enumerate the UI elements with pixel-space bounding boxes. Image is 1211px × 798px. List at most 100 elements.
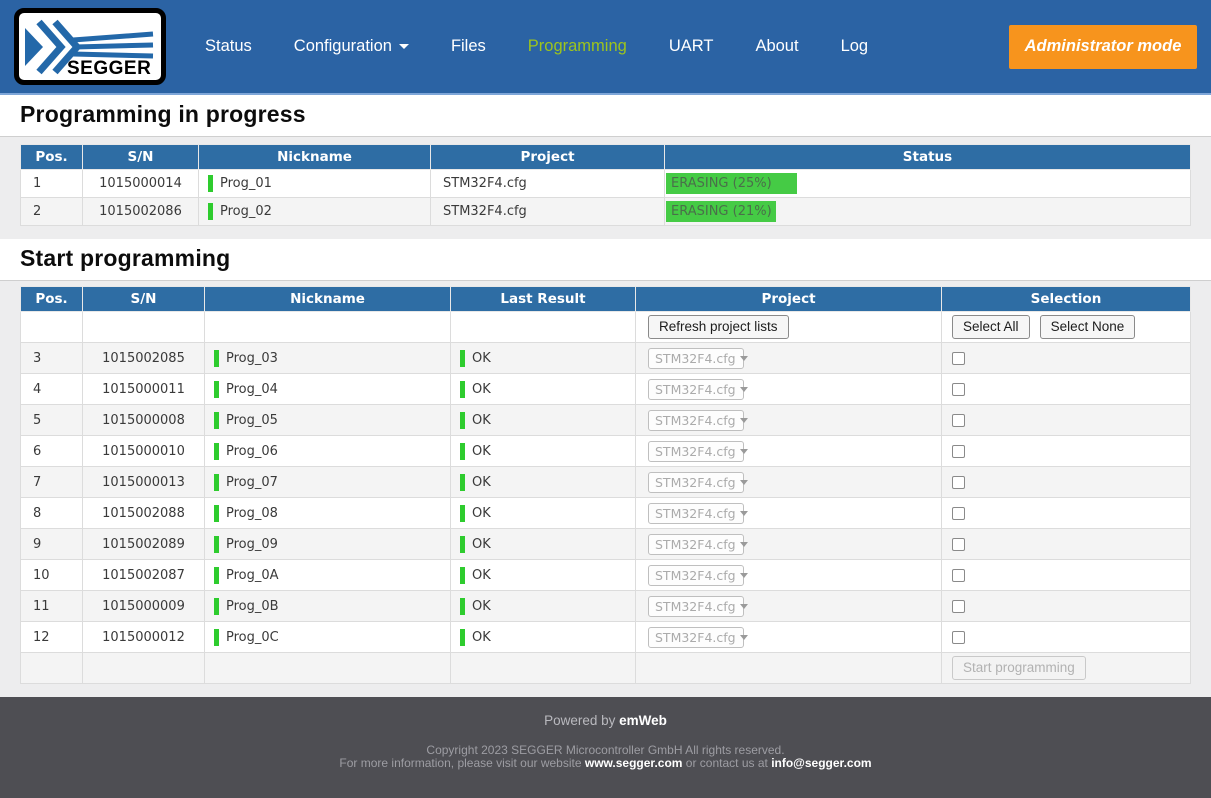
nav-item[interactable]: Log bbox=[820, 0, 890, 93]
project-select-value: STM32F4.cfg bbox=[655, 381, 736, 397]
row-checkbox[interactable] bbox=[952, 537, 965, 551]
project-cell: STM32F4.cfg bbox=[635, 559, 942, 591]
last-result-cell: OK bbox=[450, 559, 636, 591]
project-select[interactable]: STM32F4.cfg bbox=[648, 347, 748, 369]
row-checkbox[interactable] bbox=[952, 599, 965, 613]
row-checkbox[interactable] bbox=[952, 475, 965, 489]
project-select[interactable]: STM32F4.cfg bbox=[648, 595, 748, 617]
project-select[interactable]: STM32F4.cfg bbox=[648, 378, 748, 400]
nickname-cell: Prog_02 bbox=[198, 197, 431, 226]
nav-item-label: Programming bbox=[527, 37, 627, 55]
page-title-progress: Programming in progress bbox=[20, 101, 306, 127]
website-link[interactable]: www.segger.com bbox=[584, 755, 683, 770]
selection-cell bbox=[941, 342, 1191, 374]
project-select[interactable]: STM32F4.cfg bbox=[648, 564, 748, 586]
top-nav: SEGGER Status Configuration Files Progra… bbox=[0, 0, 1211, 95]
project-select-value: STM32F4.cfg bbox=[655, 443, 736, 459]
project-select-value: STM32F4.cfg bbox=[655, 412, 736, 428]
start-table-header-row: Pos. S/N Nickname Last Result Project Selecti… bbox=[20, 286, 1191, 312]
email-link[interactable]: info@segger.com bbox=[771, 755, 872, 770]
powered-by-label: Powered by bbox=[544, 713, 616, 728]
selection-cell bbox=[941, 435, 1191, 467]
selection-cell bbox=[941, 528, 1191, 560]
row-checkbox[interactable] bbox=[952, 568, 965, 582]
project-select-value: STM32F4.cfg bbox=[655, 474, 736, 490]
last-result-cell bbox=[450, 311, 636, 343]
result-label: OK bbox=[472, 567, 491, 583]
select-arrow-icon bbox=[739, 572, 748, 578]
serial-cell: 1015000008 bbox=[82, 404, 205, 436]
nickname-cell: Prog_07 bbox=[204, 466, 451, 498]
result-marker-icon bbox=[460, 566, 465, 584]
project-select[interactable]: STM32F4.cfg bbox=[648, 626, 748, 648]
nav-item[interactable]: Files bbox=[430, 0, 507, 93]
result-marker-icon bbox=[460, 628, 465, 646]
serial-cell: 1015002089 bbox=[82, 528, 205, 560]
select-none-button[interactable]: Select None bbox=[1039, 315, 1136, 339]
serial-cell bbox=[82, 311, 205, 343]
row-checkbox[interactable] bbox=[952, 351, 965, 365]
start-table-row: 5 1015000008 Prog_05 OK STM32F4.cfg bbox=[20, 404, 1191, 436]
row-checkbox[interactable] bbox=[952, 630, 965, 644]
project-select[interactable]: STM32F4.cfg bbox=[648, 409, 748, 431]
status-cell: ERASING (21%) bbox=[664, 197, 1191, 226]
segger-logo[interactable]: SEGGER bbox=[14, 8, 166, 85]
result-label: OK bbox=[472, 505, 491, 521]
nickname-label: Prog_03 bbox=[226, 350, 278, 366]
row-checkbox[interactable] bbox=[952, 506, 965, 520]
result-label: OK bbox=[472, 629, 491, 645]
nav-item-label: Files bbox=[450, 37, 486, 55]
project-select[interactable]: STM32F4.cfg bbox=[648, 502, 748, 524]
progress-table-header-row: Pos. S/N Nickname Project Status bbox=[20, 144, 1191, 170]
result-marker-icon bbox=[460, 349, 465, 367]
toolbar-row: Refresh project lists Select All Select … bbox=[20, 311, 1191, 343]
administrator-mode-button[interactable]: Administrator mode bbox=[1009, 24, 1197, 69]
refresh-project-lists-button[interactable]: Refresh project lists bbox=[648, 315, 789, 339]
selection-cell bbox=[941, 497, 1191, 529]
serial-cell: 1015002087 bbox=[82, 559, 205, 591]
nav-item[interactable]: Programming bbox=[507, 0, 648, 93]
last-result-cell: OK bbox=[450, 497, 636, 529]
nickname-cell bbox=[204, 652, 451, 684]
select-arrow-icon bbox=[739, 603, 748, 609]
select-arrow-icon bbox=[739, 417, 748, 423]
result-label: OK bbox=[472, 598, 491, 614]
row-checkbox[interactable] bbox=[952, 413, 965, 427]
pos-cell: 2 bbox=[20, 197, 83, 226]
contact-prefix: For more information, please visit our w… bbox=[339, 755, 582, 770]
nav-item[interactable]: Status bbox=[184, 0, 273, 93]
serial-cell: 1015000011 bbox=[82, 373, 205, 405]
select-all-button[interactable]: Select All bbox=[952, 315, 1030, 339]
nav-item[interactable]: Configuration bbox=[273, 0, 430, 93]
project-select[interactable]: STM32F4.cfg bbox=[648, 440, 748, 462]
nickname-label: Prog_05 bbox=[226, 412, 278, 428]
nav-item-label: UART bbox=[668, 37, 714, 55]
nickname-cell: Prog_04 bbox=[204, 373, 451, 405]
result-label: OK bbox=[472, 536, 491, 552]
pos-cell: 3 bbox=[20, 342, 83, 374]
project-select[interactable]: STM32F4.cfg bbox=[648, 471, 748, 493]
nav-item[interactable]: UART bbox=[648, 0, 735, 93]
project-cell bbox=[635, 652, 942, 684]
pos-cell: 6 bbox=[20, 435, 83, 467]
contact-middle: or contact us at bbox=[685, 755, 768, 770]
status-marker-icon bbox=[214, 535, 219, 553]
status-marker-icon bbox=[214, 349, 219, 367]
column-header: S/N bbox=[82, 286, 205, 312]
row-checkbox[interactable] bbox=[952, 444, 965, 458]
project-select[interactable]: STM32F4.cfg bbox=[648, 533, 748, 555]
result-label: OK bbox=[472, 474, 491, 490]
start-programming-button[interactable]: Start programming bbox=[952, 656, 1086, 680]
status-marker-icon bbox=[214, 380, 219, 398]
row-checkbox[interactable] bbox=[952, 382, 965, 396]
select-arrow-icon bbox=[739, 634, 748, 640]
start-table-row: 4 1015000011 Prog_04 OK STM32F4.cfg bbox=[20, 373, 1191, 405]
nav-item[interactable]: About bbox=[734, 0, 819, 93]
status-marker-icon bbox=[208, 175, 213, 192]
column-header: Last Result bbox=[450, 286, 636, 312]
column-header: S/N bbox=[82, 144, 199, 170]
nickname-cell: Prog_0B bbox=[204, 590, 451, 622]
progress-table-row: 1 1015000014 Prog_01 STM32F4.cfg ERASING… bbox=[20, 169, 1191, 198]
start-table-row: 10 1015002087 Prog_0A OK STM32F4.cfg bbox=[20, 559, 1191, 591]
last-result-cell: OK bbox=[450, 528, 636, 560]
